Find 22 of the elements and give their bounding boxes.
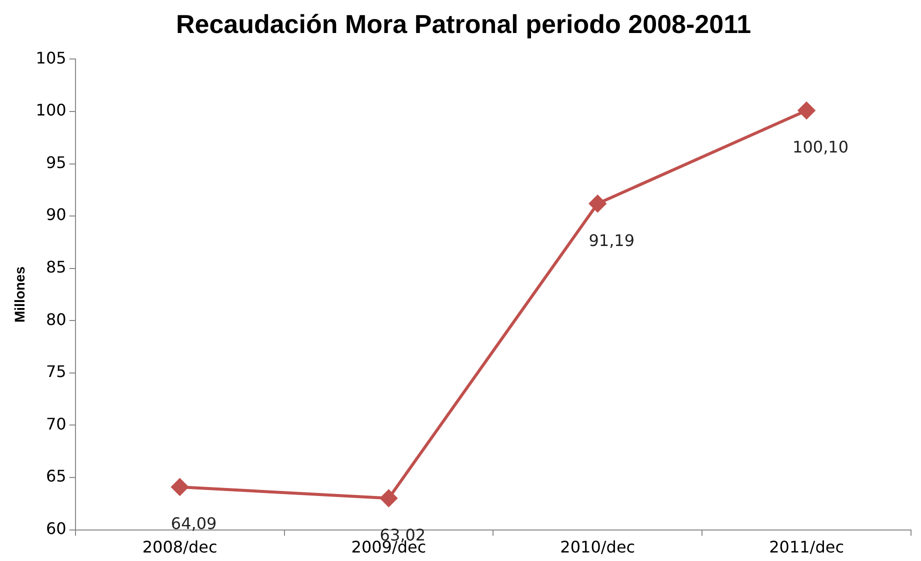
point xyxy=(589,195,606,212)
y-tick-label: 90 xyxy=(46,205,66,224)
data-label: 91,19 xyxy=(588,230,635,250)
y-tick-label: 85 xyxy=(46,258,66,277)
data-label: 64,09 xyxy=(170,514,217,534)
x-tick-label: 2011/dec xyxy=(769,538,844,557)
x-tick-label: 2008/dec xyxy=(142,538,218,557)
point xyxy=(380,490,398,507)
y-tick-label: 80 xyxy=(46,310,66,329)
y-tick-label: 65 xyxy=(46,466,66,486)
chart-title: Recaudación Mora Patronal periodo 2008-2011 xyxy=(176,8,752,39)
y-tick-label: 75 xyxy=(46,362,66,382)
y-tick-label: 105 xyxy=(36,48,66,68)
y-tick-label: 100 xyxy=(36,100,66,120)
y-tick-label: 60 xyxy=(46,518,66,538)
y-tick-label: 95 xyxy=(46,152,66,172)
y-tick-label: 70 xyxy=(46,414,66,434)
y-axis-title: Millones xyxy=(11,266,28,323)
point xyxy=(798,102,816,119)
point xyxy=(171,478,188,496)
data-label: 100,10 xyxy=(792,138,849,157)
x-tick-label: 2010/dec xyxy=(560,538,636,557)
